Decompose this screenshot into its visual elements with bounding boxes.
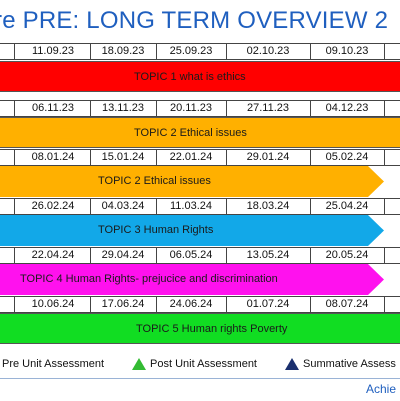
date-cell: 13.05.24 <box>246 249 290 261</box>
topic-label: TOPIC 2 Ethical issues <box>134 127 247 139</box>
date-cell: 04.03.24 <box>101 200 145 212</box>
date-cell: 04.12.23 <box>325 102 369 114</box>
date-cell: 10.06.24 <box>31 298 75 310</box>
topic-band: TOPIC 2 Ethical issues <box>0 166 384 197</box>
footer-text: Achie <box>365 382 396 396</box>
page-title: re PRE: LONG TERM OVERVIEW 2 <box>0 7 389 34</box>
green-triangle-icon <box>132 358 146 370</box>
legend-pre-unit: Pre Unit Assessment <box>2 358 105 370</box>
date-cell: 11.03.24 <box>169 200 212 212</box>
date-cell: 02.10.23 <box>246 45 290 57</box>
topic-band: TOPIC 4 Human Rights- prejucice and disc… <box>0 264 384 295</box>
date-cell: 24.06.24 <box>169 298 213 310</box>
date-cell: 18.03.24 <box>246 200 290 212</box>
topic-label: TOPIC 4 Human Rights- prejucice and disc… <box>20 273 278 285</box>
topic-label: TOPIC 3 Human Rights <box>98 224 214 236</box>
date-row: 06.11.23 13.11.23 20.11.23 27.11.23 04.1… <box>0 100 400 117</box>
legend: Pre Unit Assessment Post Unit Assessment… <box>0 352 400 376</box>
date-cell: 20.11.23 <box>169 102 212 114</box>
date-row: 11.09.23 18.09.23 25.09.23 02.10.23 09.1… <box>0 43 400 60</box>
date-cell: 29.01.24 <box>246 151 290 163</box>
date-cell: 17.06.24 <box>101 298 145 310</box>
date-row: 26.02.24 04.03.24 11.03.24 18.03.24 25.0… <box>0 198 400 215</box>
date-cell: 29.04.24 <box>101 249 145 261</box>
topic-band: TOPIC 2 Ethical issues <box>0 117 400 148</box>
date-cell: 06.05.24 <box>169 249 213 261</box>
date-cell: 22.04.24 <box>31 249 75 261</box>
legend-summative: Summative Assess <box>303 358 396 370</box>
topic-label: TOPIC 1 what is ethics <box>134 71 246 83</box>
date-row: 10.06.24 17.06.24 24.06.24 01.07.24 08.0… <box>0 296 400 313</box>
date-row: 22.04.24 29.04.24 06.05.24 13.05.24 20.0… <box>0 247 400 264</box>
date-cell: 20.05.24 <box>325 249 369 261</box>
date-cell: 27.11.23 <box>246 102 289 114</box>
date-row: 08.01.24 15.01.24 22.01.24 29.01.24 05.0… <box>0 149 400 166</box>
topic-label: TOPIC 2 Ethical issues <box>98 175 211 187</box>
date-cell: 01.07.24 <box>246 298 290 310</box>
topic-band: TOPIC 3 Human Rights <box>0 215 384 246</box>
date-cell: 22.01.24 <box>169 151 213 163</box>
legend-post-unit: Post Unit Assessment <box>150 358 257 370</box>
topic-band: TOPIC 1 what is ethics <box>0 61 400 92</box>
date-cell: 25.04.24 <box>325 200 369 212</box>
date-cell: 08.01.24 <box>31 151 75 163</box>
topic-label: TOPIC 5 Human rights Poverty <box>136 323 288 335</box>
navy-triangle-icon <box>285 358 299 370</box>
topic-band: TOPIC 5 Human rights Poverty <box>0 313 400 344</box>
date-cell: 26.02.24 <box>31 200 75 212</box>
date-cell: 06.11.23 <box>31 102 74 114</box>
date-cell: 18.09.23 <box>101 45 145 57</box>
footer-bar: Achie <box>0 378 400 401</box>
date-cell: 05.02.24 <box>325 151 369 163</box>
date-cell: 11.09.23 <box>31 45 74 57</box>
date-cell: 09.10.23 <box>325 45 369 57</box>
date-cell: 13.11.23 <box>101 102 144 114</box>
date-cell: 08.07.24 <box>325 298 369 310</box>
date-cell: 15.01.24 <box>101 151 145 163</box>
date-cell: 25.09.23 <box>169 45 213 57</box>
